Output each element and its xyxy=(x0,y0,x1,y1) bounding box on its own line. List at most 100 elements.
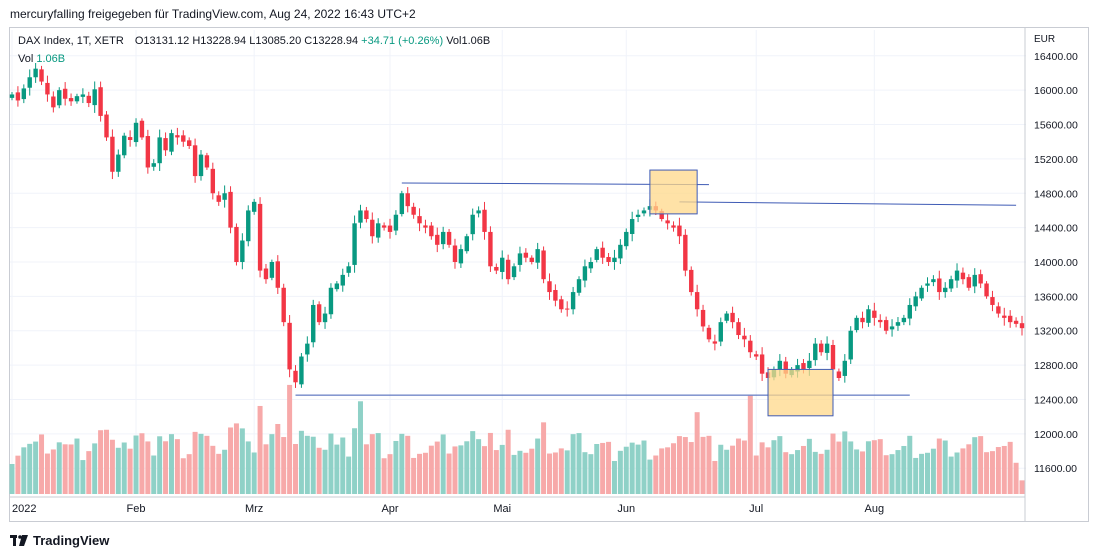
volume-bar xyxy=(671,443,677,494)
volume-bar xyxy=(730,445,736,494)
candle xyxy=(677,217,682,245)
volume-bar xyxy=(936,438,942,494)
candle xyxy=(92,81,97,113)
candle xyxy=(594,246,599,263)
volume-bar xyxy=(281,437,287,494)
volume-bar xyxy=(830,433,836,494)
candle-body xyxy=(1019,323,1025,329)
candle-body xyxy=(629,219,635,234)
candle-body xyxy=(889,326,895,330)
volume-bar xyxy=(80,460,86,494)
candle-body xyxy=(151,163,156,167)
candle xyxy=(948,275,954,292)
grid-lines xyxy=(10,30,1026,494)
candle-body xyxy=(712,341,718,344)
symbol-label[interactable]: DAX Index, 1T, XETR xyxy=(18,35,124,47)
volume-bar xyxy=(594,444,600,494)
candle xyxy=(251,198,257,215)
volume-bar xyxy=(995,447,1001,494)
candle xyxy=(535,242,540,269)
candle-body xyxy=(204,155,210,168)
candle-body xyxy=(488,231,493,267)
candle-body xyxy=(836,371,842,378)
candle-body xyxy=(157,137,162,164)
volume-bar xyxy=(972,437,978,494)
volume-bar xyxy=(198,433,204,494)
candle-body xyxy=(795,365,800,372)
volume-bar xyxy=(39,434,45,494)
candle xyxy=(9,92,15,101)
volume-bar xyxy=(907,435,913,494)
candle xyxy=(1002,307,1007,326)
candle xyxy=(718,317,723,347)
volume-bar xyxy=(641,440,647,494)
volume-bar xyxy=(588,454,594,494)
candle-body xyxy=(464,236,469,252)
volume-bar xyxy=(56,442,62,494)
candle-body xyxy=(576,279,582,293)
candle-body xyxy=(913,296,918,307)
candle-body xyxy=(328,287,334,315)
tradingview-brand[interactable]: TradingView xyxy=(10,533,109,548)
candle xyxy=(694,284,700,317)
candle xyxy=(15,86,21,107)
candle xyxy=(305,336,310,362)
volume-bar xyxy=(233,423,239,494)
candle-series xyxy=(9,63,1025,388)
candle-body xyxy=(15,92,21,101)
volume-bar xyxy=(854,449,860,494)
volume-bar xyxy=(476,439,482,494)
candle xyxy=(80,88,86,104)
candle-body xyxy=(175,135,180,138)
volume-bar xyxy=(1013,462,1019,494)
candle-body xyxy=(1002,315,1007,318)
candle xyxy=(482,201,487,240)
candle-body xyxy=(547,281,552,293)
volume-bar xyxy=(411,457,417,494)
candle xyxy=(706,324,712,343)
volume-bar xyxy=(541,422,547,494)
open-value: O13131.12 xyxy=(134,35,190,47)
volume-bar xyxy=(62,444,68,494)
candle xyxy=(547,273,552,300)
candle-body xyxy=(110,136,115,172)
y-tick-label: 15200.00 xyxy=(1034,154,1078,166)
candle xyxy=(860,311,865,329)
volume-bar xyxy=(228,427,234,494)
volume-bar xyxy=(635,444,641,494)
volume-bar xyxy=(499,444,505,494)
candle-body xyxy=(830,345,836,370)
candle-body xyxy=(476,210,481,214)
candle xyxy=(417,208,422,232)
candle xyxy=(748,335,753,358)
volume-bar xyxy=(133,435,139,494)
candle xyxy=(990,290,995,312)
volume-bar xyxy=(753,455,759,494)
candle xyxy=(582,259,588,288)
candle xyxy=(517,246,523,272)
candle-body xyxy=(417,216,422,224)
candle-body xyxy=(984,283,989,297)
candle xyxy=(352,215,357,273)
candle xyxy=(399,190,405,217)
candle-body xyxy=(127,137,133,140)
candle-body xyxy=(57,90,62,106)
candle-body xyxy=(582,266,588,281)
candle xyxy=(960,267,966,285)
candle xyxy=(612,249,617,270)
high-value: H13228.94 xyxy=(192,35,247,47)
volume-bar xyxy=(558,448,564,494)
volume-bar xyxy=(1001,445,1007,494)
x-tick-label: Mrz xyxy=(245,503,263,515)
candle xyxy=(204,152,210,170)
candle-body xyxy=(334,283,340,290)
candle xyxy=(429,222,434,240)
volume-bar xyxy=(824,449,830,494)
candle xyxy=(689,266,694,296)
volume-bar xyxy=(895,450,901,494)
candle xyxy=(606,252,611,267)
candle xyxy=(629,211,635,242)
volume-bar xyxy=(877,439,883,494)
candle-body xyxy=(228,191,233,228)
